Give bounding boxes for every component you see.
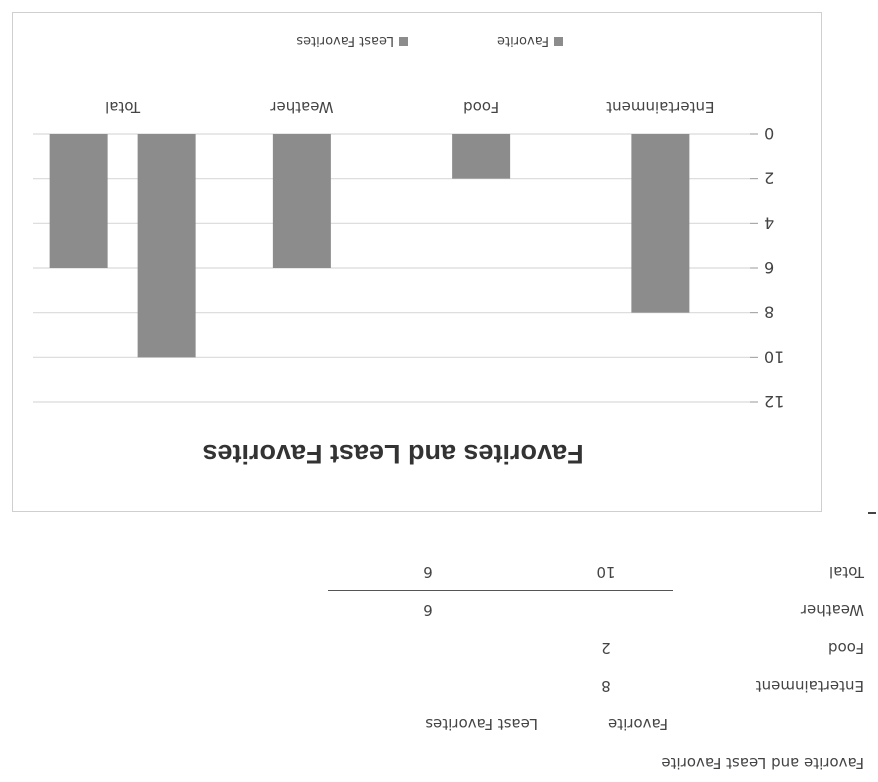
bar-favorite (452, 134, 511, 179)
y-tick-label: 4 (764, 213, 774, 232)
bar-least-favorites (49, 134, 108, 268)
x-tick-label: Entertainment (606, 98, 714, 116)
bar-favorite (137, 134, 196, 358)
y-tick-label: 6 (764, 258, 774, 277)
legend-swatch (554, 37, 563, 46)
y-tick-label: 2 (764, 169, 774, 188)
y-tick-label: 12 (764, 392, 784, 411)
legend-label: Least Favorites (296, 33, 394, 48)
y-tick-label: 10 (764, 347, 784, 366)
legend-swatch (399, 37, 408, 46)
bar-favorite (631, 134, 690, 313)
legend-label: Favorite (497, 33, 549, 48)
y-tick-label: 8 (764, 303, 774, 322)
x-tick-label: Food (463, 98, 499, 116)
x-tick-label: Weather (269, 98, 333, 116)
bar-least-favorites (272, 134, 331, 268)
x-tick-label: Total (105, 98, 141, 116)
chart-title: Favorites and Least Favorites (202, 439, 583, 469)
y-tick-label: 0 (764, 124, 774, 143)
